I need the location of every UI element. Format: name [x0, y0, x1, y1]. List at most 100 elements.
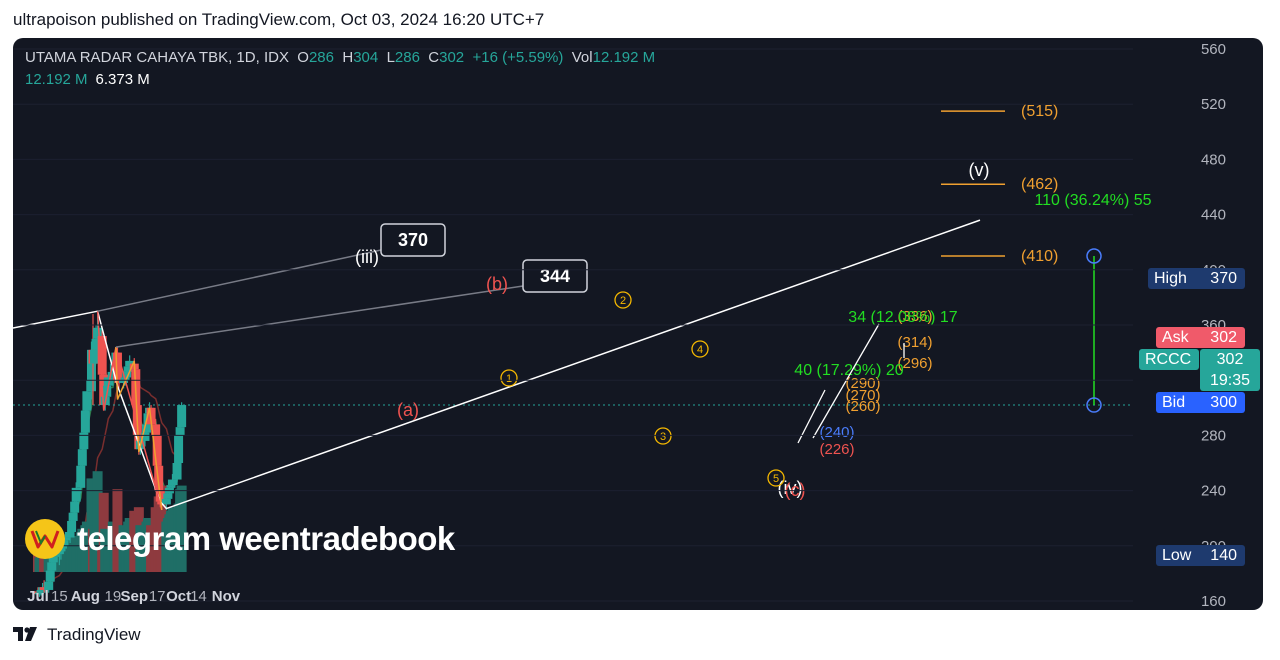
- wave-label-iv: (iv): [778, 478, 803, 498]
- wave-circle-label: 4: [697, 344, 703, 356]
- candle-body: [114, 380, 124, 383]
- moving-average-slow: [37, 368, 183, 595]
- volume-legend: 12.192 M 6.373 M: [25, 71, 150, 88]
- volume-bar: [112, 489, 123, 572]
- high-tag-value: 370: [1210, 270, 1237, 287]
- elliott-wave-orange-line: [115, 347, 163, 511]
- wave-label-c: (c): [785, 480, 806, 500]
- telegram-watermark: telegram weentradebook: [25, 519, 455, 559]
- bid-price-tag: Bid 300: [1156, 392, 1245, 413]
- watermark-text: telegram weentradebook: [77, 520, 455, 557]
- candle-body: [77, 449, 87, 466]
- candle-body: [141, 424, 151, 433]
- candle-body: [79, 432, 89, 450]
- measure-handle-bottom: [1086, 397, 1102, 413]
- wave-label-v: (v): [969, 160, 990, 180]
- candle-body: [175, 427, 185, 436]
- close-label: C: [428, 49, 440, 66]
- low-value: 286: [394, 49, 420, 66]
- measure-label-main: 110 (36.24%) 55: [1034, 192, 1151, 209]
- x-tick-label: 15: [51, 588, 68, 605]
- callout-pointer: [115, 285, 524, 348]
- x-tick-label: Oct: [166, 588, 191, 605]
- close-value: 302: [439, 49, 465, 66]
- wave-circle-label: 2: [620, 295, 626, 307]
- candlestick-chart[interactable]: 370 344 (iii) (b) (a) (iv)(c) (v) 1 2 3 4 5 (515) (46…: [13, 38, 1263, 610]
- candle-body: [48, 556, 58, 563]
- tradingview-logo-icon: [13, 627, 37, 641]
- publisher-header: ultrapoison published on TradingView.com…: [13, 10, 545, 29]
- chart-panel[interactable]: 370 344 (iii) (b) (a) (iv) (c) (v) 1 2 3 4 5 (515) (46…: [13, 38, 1263, 610]
- y-tick-label: 480: [1201, 151, 1226, 168]
- footer-brand-name: TradingView: [47, 625, 141, 644]
- rccc-tag-label: RCCC: [1145, 351, 1192, 368]
- symbol-title: UTAMA RADAR CAHAYA TBK, 1D, IDX: [25, 49, 289, 66]
- volume-line-a: 12.192 M: [25, 71, 88, 88]
- volume-bar: [92, 471, 103, 572]
- wave-circle-marker: [614, 291, 632, 309]
- elliott-wave-red-line: [96, 311, 163, 511]
- open-label: O: [297, 49, 309, 66]
- measure-label-low: 40 (17.29%) 20: [794, 362, 904, 379]
- x-tick-label: 19: [105, 588, 122, 605]
- candle-body: [93, 327, 103, 339]
- y-tick-label: 280: [1201, 427, 1226, 444]
- candle-body: [76, 465, 86, 488]
- high-tag-label: High: [1154, 270, 1187, 287]
- callout-box: [522, 259, 588, 293]
- measure-handle-top: [1086, 248, 1102, 264]
- small-level-label: (314): [897, 334, 932, 351]
- wave-label-iii: (iii): [355, 247, 379, 267]
- y-tick-label: 560: [1201, 41, 1226, 58]
- footer-brand: TradingView: [13, 625, 141, 645]
- candle-body: [151, 424, 161, 436]
- candle-body: [97, 336, 107, 375]
- rccc-symbol-tag: RCCC: [1139, 349, 1199, 370]
- callout-label: 344: [540, 266, 570, 286]
- candle-body: [80, 410, 90, 433]
- bid-tag-label: Bid: [1162, 394, 1186, 411]
- candle-body: [68, 512, 78, 521]
- last-price-tag: 302 19:35: [1200, 349, 1260, 391]
- candle-body: [122, 371, 132, 378]
- ask-price-tag: Ask 302: [1156, 327, 1245, 348]
- x-tick-label: Nov: [212, 588, 241, 605]
- candle-body: [71, 487, 81, 502]
- high-value: 304: [353, 49, 379, 66]
- y-tick-label: 440: [1201, 207, 1226, 224]
- candle-body: [86, 349, 96, 392]
- candle-body: [112, 352, 122, 381]
- candle-body: [172, 463, 182, 480]
- measure-label-mid: 34 (12.08%) 17: [848, 309, 958, 326]
- candle-body: [167, 479, 177, 486]
- low-price-tag: Low 140: [1156, 545, 1245, 566]
- candle-body: [82, 391, 92, 411]
- projection-arrow: [797, 389, 826, 444]
- candle-body: [35, 592, 45, 595]
- x-tick-label: Aug: [71, 588, 100, 605]
- candle-body: [108, 371, 118, 378]
- candle-body: [39, 587, 49, 590]
- volume-line-b: 6.373 M: [95, 71, 150, 88]
- ww-logo-icon: [25, 519, 65, 559]
- candle-body: [47, 562, 57, 571]
- y-tick-label: 520: [1201, 96, 1226, 113]
- wave-circle-marker: [691, 340, 709, 358]
- wave-circle-marker: [767, 469, 785, 487]
- x-tick-label: 14: [190, 588, 207, 605]
- target-level-label: (462): [1021, 176, 1058, 193]
- small-level-label: (336): [897, 308, 932, 325]
- callout-label: 370: [398, 230, 428, 250]
- candle-body: [67, 520, 77, 532]
- small-level-label: (260): [845, 398, 880, 415]
- candle-body: [70, 501, 80, 513]
- candle-body: [152, 435, 162, 466]
- candle-body: [91, 338, 101, 350]
- wave-circle-label: 5: [773, 473, 779, 485]
- wave-circle-marker: [654, 427, 672, 445]
- candle-body: [123, 366, 133, 372]
- ask-tag-label: Ask: [1162, 329, 1189, 346]
- candle-body: [166, 485, 176, 488]
- bid-tag-value: 300: [1210, 394, 1237, 411]
- bar-countdown: 19:35: [1209, 372, 1251, 389]
